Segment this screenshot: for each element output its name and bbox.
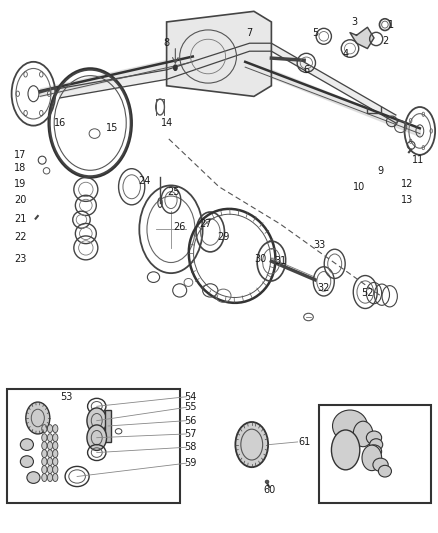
Text: 8: 8 <box>163 38 170 48</box>
Ellipse shape <box>47 473 53 481</box>
Text: 54: 54 <box>184 392 197 402</box>
Ellipse shape <box>53 425 58 433</box>
Ellipse shape <box>47 458 53 466</box>
Bar <box>106 410 111 442</box>
Ellipse shape <box>53 450 58 458</box>
Text: 20: 20 <box>14 195 27 205</box>
Ellipse shape <box>42 434 47 442</box>
Text: 3: 3 <box>351 17 357 27</box>
Text: 12: 12 <box>401 179 413 189</box>
Ellipse shape <box>47 434 53 442</box>
Text: 14: 14 <box>160 118 173 128</box>
Ellipse shape <box>47 425 53 433</box>
Ellipse shape <box>20 439 33 450</box>
Text: 52: 52 <box>361 288 374 298</box>
Text: 30: 30 <box>254 254 267 263</box>
Text: 1: 1 <box>389 20 395 30</box>
Ellipse shape <box>42 466 47 473</box>
Text: 6: 6 <box>303 65 309 75</box>
Text: 19: 19 <box>14 179 26 189</box>
Text: 60: 60 <box>263 485 276 495</box>
Ellipse shape <box>87 425 106 450</box>
Text: 9: 9 <box>378 166 384 176</box>
Ellipse shape <box>53 466 58 473</box>
Ellipse shape <box>373 458 388 471</box>
Ellipse shape <box>378 465 392 477</box>
Text: 31: 31 <box>274 256 286 266</box>
Text: 15: 15 <box>106 123 118 133</box>
Ellipse shape <box>53 458 58 466</box>
Text: 59: 59 <box>184 458 197 468</box>
Ellipse shape <box>370 439 383 450</box>
Ellipse shape <box>366 431 381 445</box>
Text: 55: 55 <box>184 402 197 413</box>
Text: 10: 10 <box>353 182 365 192</box>
Polygon shape <box>166 11 272 96</box>
Ellipse shape <box>42 458 47 466</box>
Text: 23: 23 <box>14 254 27 263</box>
Ellipse shape <box>53 442 58 450</box>
Ellipse shape <box>53 473 58 481</box>
Text: 7: 7 <box>247 28 253 38</box>
Text: 4: 4 <box>343 49 349 59</box>
Text: 58: 58 <box>184 442 197 452</box>
Text: 57: 57 <box>184 429 197 439</box>
Ellipse shape <box>265 480 269 483</box>
Text: 11: 11 <box>412 155 424 165</box>
Ellipse shape <box>42 442 47 450</box>
Text: 27: 27 <box>200 219 212 229</box>
Ellipse shape <box>42 450 47 458</box>
Text: 24: 24 <box>138 176 151 187</box>
Ellipse shape <box>87 408 106 433</box>
Text: 18: 18 <box>14 163 26 173</box>
Polygon shape <box>350 27 374 49</box>
Ellipse shape <box>353 421 373 447</box>
Text: 25: 25 <box>167 187 180 197</box>
Ellipse shape <box>235 422 268 467</box>
Bar <box>7 389 180 503</box>
Ellipse shape <box>20 456 33 467</box>
Text: 29: 29 <box>217 232 230 243</box>
Text: 16: 16 <box>53 118 66 128</box>
Ellipse shape <box>366 445 381 458</box>
Ellipse shape <box>42 425 47 433</box>
Polygon shape <box>60 43 396 123</box>
Text: 21: 21 <box>14 214 27 224</box>
Ellipse shape <box>47 466 53 473</box>
Bar <box>319 405 431 503</box>
Text: 32: 32 <box>318 283 330 293</box>
Text: 33: 33 <box>313 240 325 250</box>
Text: 5: 5 <box>312 28 318 38</box>
Ellipse shape <box>173 65 177 70</box>
Ellipse shape <box>53 434 58 442</box>
Text: 61: 61 <box>298 437 310 447</box>
Text: 53: 53 <box>60 392 72 402</box>
Text: 26: 26 <box>173 222 186 232</box>
Ellipse shape <box>332 430 360 470</box>
Ellipse shape <box>362 445 381 471</box>
Ellipse shape <box>27 472 40 483</box>
Text: 22: 22 <box>14 232 27 243</box>
Ellipse shape <box>332 410 367 442</box>
Text: 17: 17 <box>14 150 27 160</box>
Text: 2: 2 <box>382 36 388 45</box>
Text: 13: 13 <box>401 195 413 205</box>
Ellipse shape <box>47 450 53 458</box>
Text: 56: 56 <box>184 416 197 426</box>
Ellipse shape <box>47 442 53 450</box>
Ellipse shape <box>42 473 47 481</box>
Ellipse shape <box>26 402 50 434</box>
